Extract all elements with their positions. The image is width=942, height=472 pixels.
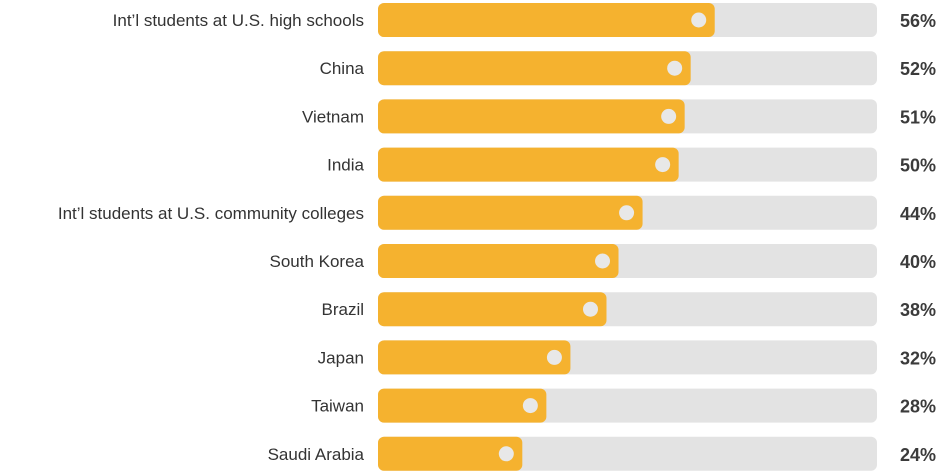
bar — [378, 244, 619, 278]
bar — [378, 340, 571, 375]
bar-row: Int’l students at U.S. community college… — [58, 195, 936, 230]
category-label: Int’l students at U.S. community college… — [58, 204, 364, 223]
value-label: 50% — [900, 156, 936, 176]
bar — [378, 99, 685, 134]
category-label: India — [327, 156, 364, 175]
value-label: 28% — [900, 397, 936, 417]
bar-end-marker — [661, 108, 677, 124]
bar-row: Taiwan 28% — [311, 388, 936, 423]
bar — [378, 292, 607, 327]
bar-row: Japan 32% — [318, 340, 936, 375]
category-label: Taiwan — [311, 397, 364, 416]
category-label: Saudi Arabia — [268, 445, 365, 464]
bar — [378, 147, 679, 182]
bar-row: Vietnam 51% — [302, 99, 936, 134]
category-label: Vietnam — [302, 107, 364, 126]
bar-end-marker — [655, 157, 671, 173]
value-label: 44% — [900, 204, 936, 224]
bar — [378, 436, 523, 471]
value-label: 40% — [900, 252, 936, 272]
bar-end-marker — [595, 253, 611, 269]
bar — [378, 195, 643, 230]
bar-end-marker — [498, 446, 514, 462]
bar-end-marker — [522, 398, 538, 414]
category-label: South Korea — [269, 252, 364, 271]
bar — [378, 51, 691, 86]
bar-row: Saudi Arabia 24% — [268, 436, 936, 471]
bar-end-marker — [667, 60, 683, 76]
bar — [378, 388, 547, 423]
value-label: 38% — [900, 300, 936, 320]
bar-row: Brazil 38% — [321, 292, 936, 327]
bar-row: China 52% — [320, 51, 936, 86]
value-label: 24% — [900, 445, 936, 465]
bar-end-marker — [546, 349, 562, 365]
bar-row: Int’l students at U.S. high schools 56% — [113, 3, 936, 37]
value-label: 56% — [900, 11, 936, 31]
value-label: 52% — [900, 59, 936, 79]
value-label: 51% — [900, 107, 936, 127]
category-label: China — [320, 59, 365, 78]
value-label: 32% — [900, 348, 936, 368]
bar-end-marker — [691, 12, 707, 28]
bar-end-marker — [619, 205, 635, 221]
category-label: Int’l students at U.S. high schools — [113, 11, 364, 30]
category-label: Brazil — [321, 300, 364, 319]
bar — [378, 3, 715, 37]
category-label: Japan — [318, 348, 364, 367]
bar-row: India 50% — [327, 147, 936, 182]
bar-row: South Korea 40% — [269, 244, 936, 278]
bar-end-marker — [582, 301, 598, 317]
